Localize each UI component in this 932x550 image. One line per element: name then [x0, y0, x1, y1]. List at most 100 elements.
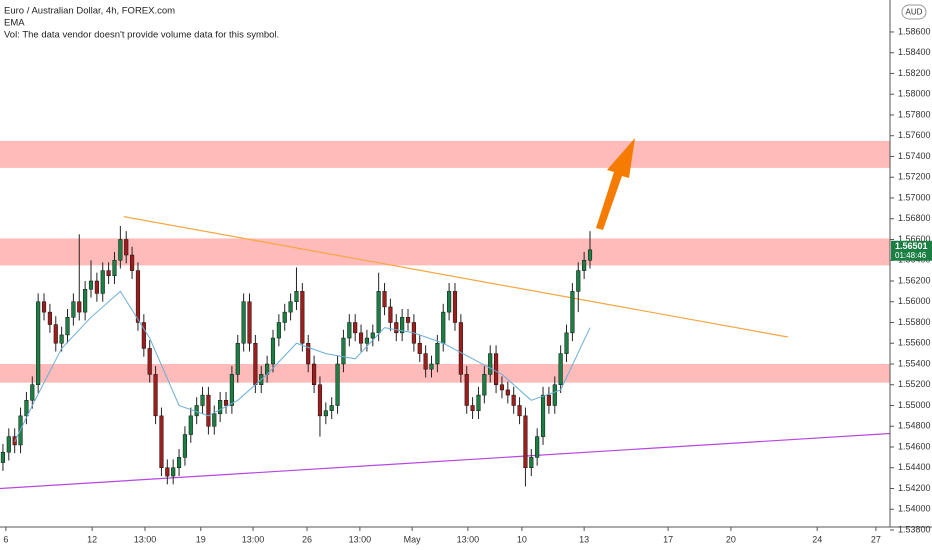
x-tick-label: 24 — [812, 534, 822, 544]
candle-body — [476, 394, 481, 411]
candle-body — [147, 348, 152, 375]
x-tick-label: 17 — [663, 534, 673, 544]
candle-body — [100, 270, 105, 294]
last-price-label: 1.56501 — [895, 241, 928, 251]
y-tick-label: 1.58400 — [898, 47, 931, 57]
candle-body — [229, 374, 234, 406]
currency-button[interactable] — [901, 4, 927, 20]
candle-body — [253, 342, 258, 385]
candle-body — [570, 291, 575, 334]
chart-title: Euro / Australian Dollar, 4h, FOREX.com — [4, 6, 175, 17]
price-axis-panel — [890, 0, 932, 550]
candle-body — [394, 322, 399, 334]
candle-body — [83, 289, 88, 313]
candle-body — [435, 342, 440, 365]
y-tick-label: 1.54200 — [898, 483, 931, 493]
candle-body — [576, 270, 581, 292]
candle-body — [276, 322, 281, 339]
candle-body — [482, 374, 487, 396]
x-tick-label: May — [404, 534, 422, 544]
candle-body — [235, 342, 240, 375]
candle-body — [564, 332, 569, 354]
candle-body — [188, 415, 193, 435]
candle-body — [200, 394, 205, 406]
candle-body — [511, 394, 516, 406]
candle-body — [405, 317, 411, 323]
trend-line — [123, 216, 788, 338]
x-tick-label: 13:00 — [457, 534, 480, 544]
x-tick-label: 13:00 — [242, 534, 265, 544]
candle-body — [529, 457, 534, 469]
candle-body — [353, 322, 358, 334]
currency-label[interactable]: AUD — [906, 8, 923, 17]
candle-body — [41, 301, 47, 313]
candle-body — [523, 415, 528, 469]
candle-body — [306, 342, 311, 365]
x-tick-label: 13 — [579, 534, 589, 544]
candle-body — [212, 413, 217, 427]
candle-body — [294, 291, 299, 302]
candle-body — [517, 405, 522, 417]
candle-body — [141, 322, 146, 349]
x-tick-label: 26 — [302, 534, 312, 544]
y-tick-label: 1.54800 — [898, 421, 931, 431]
candle-body — [499, 384, 505, 391]
x-tick-label: 19 — [196, 534, 206, 544]
y-tick-label: 1.55400 — [898, 358, 931, 368]
candle-body — [223, 400, 229, 406]
candle-body — [30, 384, 35, 401]
candle-body — [587, 249, 593, 261]
y-tick-label: 1.54600 — [898, 441, 931, 451]
candle-body — [118, 239, 123, 261]
indicator-label: EMA — [4, 18, 25, 29]
candle-body — [300, 291, 305, 344]
candle-body — [312, 363, 317, 385]
y-tick-label: 1.56800 — [898, 213, 931, 223]
candle-body — [447, 291, 452, 313]
candle-body — [552, 384, 557, 406]
candle-body — [59, 334, 64, 344]
candle-body — [159, 415, 164, 469]
y-tick-label: 1.55000 — [898, 400, 931, 410]
candle-body — [329, 405, 334, 411]
candle-body — [112, 259, 117, 277]
candle-body — [429, 363, 434, 370]
candle-body — [464, 374, 469, 406]
candle-body — [347, 322, 352, 339]
candle-body — [458, 322, 463, 375]
trend-line — [0, 432, 891, 490]
candle-body — [494, 353, 499, 385]
candle-body — [288, 301, 293, 313]
candle-body — [241, 301, 246, 344]
candle-body — [130, 254, 135, 271]
candle-body — [88, 280, 94, 290]
candle-body — [341, 337, 346, 365]
candle-body — [488, 353, 493, 375]
candle-body — [323, 410, 328, 417]
y-tick-label: 1.58200 — [898, 68, 931, 78]
countdown-label: 01:48:46 — [895, 251, 927, 260]
candle-body — [417, 342, 422, 354]
candle-body — [505, 389, 510, 396]
y-tick-label: 1.55600 — [898, 338, 931, 348]
candle-body — [182, 434, 187, 458]
candle-body — [247, 301, 252, 344]
y-tick-label: 1.55200 — [898, 379, 931, 389]
candle-body — [364, 337, 369, 344]
volume-note: Vol: The data vendor doesn't provide vol… — [4, 30, 279, 41]
candle-body — [400, 317, 405, 334]
x-tick-label: 13:00 — [349, 534, 372, 544]
candle-body — [124, 239, 129, 256]
candle-body — [335, 363, 340, 406]
candle-body — [270, 337, 276, 365]
y-tick-label: 1.56000 — [898, 296, 931, 306]
y-tick-label: 1.57400 — [898, 151, 931, 161]
x-tick-label: 10 — [517, 534, 527, 544]
y-tick-label: 1.53800 — [898, 524, 931, 534]
candle-body — [370, 332, 375, 339]
candle-body — [376, 291, 381, 334]
y-tick-label: 1.57200 — [898, 172, 931, 182]
arrow-annotation — [596, 138, 635, 230]
